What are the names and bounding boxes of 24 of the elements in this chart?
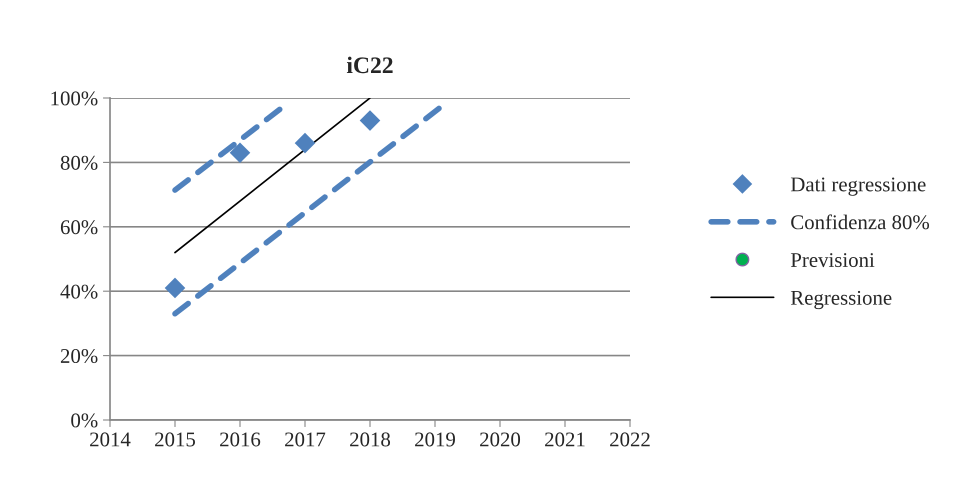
legend-label: Previsioni	[790, 253, 874, 268]
point	[164, 278, 186, 298]
x-tick-label: 2019	[415, 432, 455, 446]
y-tick-label: 0%	[71, 413, 98, 428]
x-tick-label: 2020	[480, 432, 520, 446]
y-tick-label: 80%	[60, 156, 98, 170]
x-tick-label: 2021	[545, 432, 585, 446]
legend-label: Dati regressione	[790, 177, 926, 196]
x-tick-label: 2014	[90, 432, 131, 446]
x-tick-label: 2017	[285, 432, 326, 446]
x-tick-label: 2016	[220, 432, 260, 446]
point	[360, 110, 380, 131]
x-tick-label: 2022	[610, 432, 650, 446]
point	[230, 142, 250, 164]
y-tick-label: 40%	[60, 284, 98, 299]
y-tick-label: 100%	[51, 91, 98, 106]
x-tick-label: 2018	[350, 432, 390, 446]
chart-title: iC22	[346, 56, 393, 74]
y-tick-label: 60%	[60, 220, 98, 234]
point	[294, 132, 316, 154]
legend-label: Confidenza 80%	[791, 214, 930, 230]
y-tick-label: 20%	[60, 348, 98, 364]
legend-label: Regressione	[790, 290, 892, 310]
x-tick-label: 2015	[155, 432, 196, 446]
